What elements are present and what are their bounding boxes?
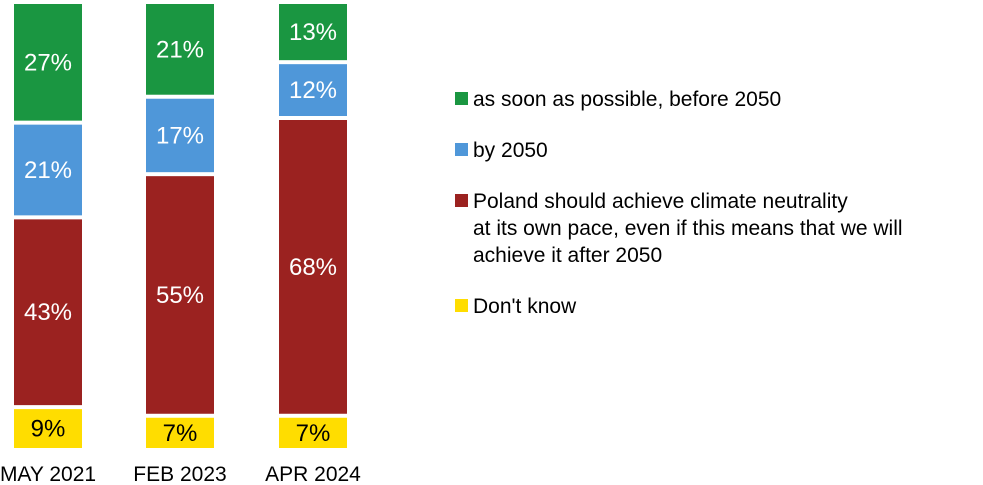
bar-segment <box>146 98 214 173</box>
bar-segment <box>279 120 347 414</box>
data-label: 7% <box>163 420 198 447</box>
bar-segment <box>279 417 347 448</box>
legend-label: Poland should achieve climate neutrality… <box>473 190 903 267</box>
chart-legend: as soon as possible, before 2050 by 2050 P… <box>455 86 983 344</box>
bar-segment <box>146 417 214 448</box>
data-label: 13% <box>289 19 337 46</box>
legend-label: as soon as possible, before 2050 <box>473 88 782 111</box>
bar-segment <box>146 176 214 414</box>
legend-label: by 2050 <box>473 139 548 162</box>
category-label: APR 2024 <box>265 463 361 485</box>
legend-swatch <box>455 143 468 156</box>
bar-segment <box>279 64 347 116</box>
bar-segment <box>14 4 82 121</box>
category-label: MAY 2021 <box>0 463 96 485</box>
data-label: 43% <box>24 299 72 326</box>
data-label: 21% <box>156 36 204 63</box>
bar-segment <box>14 219 82 406</box>
legend-item: as soon as possible, before 2050 <box>455 86 983 113</box>
category-label: FEB 2023 <box>133 463 226 485</box>
bar-segment <box>14 124 82 216</box>
data-label: 17% <box>156 122 204 149</box>
legend-item: Poland should achieve climate neutrality… <box>455 188 983 269</box>
bar-segment <box>146 4 214 95</box>
data-label: 7% <box>296 420 331 447</box>
legend-item: by 2050 <box>455 137 983 164</box>
bar-segment <box>279 4 347 61</box>
legend-label: Don't know <box>473 295 577 318</box>
legend-swatch <box>455 194 468 207</box>
data-label: 55% <box>156 282 204 309</box>
data-label: 21% <box>24 157 72 184</box>
data-label: 9% <box>31 416 66 443</box>
legend-swatch <box>455 92 468 105</box>
bar-segment <box>14 409 82 448</box>
data-label: 68% <box>289 254 337 281</box>
legend-swatch <box>455 299 468 312</box>
legend-item: Don't know <box>455 293 983 320</box>
data-label: 12% <box>289 77 337 104</box>
data-label: 27% <box>24 49 72 76</box>
